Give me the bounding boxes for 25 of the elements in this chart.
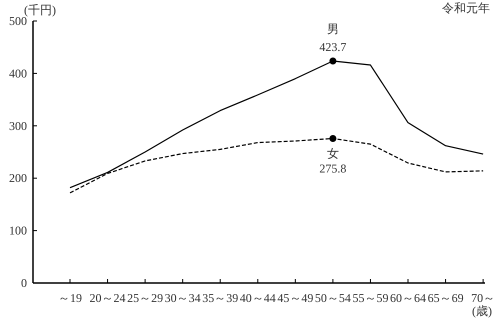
- x-axis-title: (歳): [472, 304, 492, 318]
- y-tick-label: 0: [21, 276, 27, 290]
- y-tick-label: 300: [9, 118, 27, 133]
- x-tick-label: 35～39: [202, 291, 238, 305]
- y-axis-title: (千円): [24, 3, 56, 17]
- data-label: 423.7: [319, 40, 346, 54]
- x-tick-label: 40～44: [240, 291, 276, 305]
- y-tick-label: 500: [9, 14, 27, 28]
- x-tick-label: 50～54: [314, 291, 351, 305]
- x-tick-label: ～19: [58, 291, 82, 305]
- x-tick-label: 25～29: [127, 291, 164, 305]
- x-tick-label: 60～64: [390, 291, 426, 305]
- y-tick-label: 400: [9, 66, 27, 80]
- text: 令和元年: [442, 1, 490, 15]
- x-tick-label: 20～24: [90, 291, 126, 305]
- y-tick-label: 100: [9, 224, 27, 238]
- x-tick-label: 30～34: [164, 291, 201, 305]
- data-label: 275.8: [319, 161, 346, 176]
- x-tick-label: 45～49: [277, 291, 314, 305]
- x-tick-label: 65～69: [428, 291, 464, 305]
- x-tick-label: 55～59: [352, 291, 388, 305]
- y-tick-label: 200: [9, 171, 27, 186]
- x-tick-label: 70～: [471, 291, 496, 305]
- series-label: 女: [326, 146, 339, 160]
- series-label: 男: [326, 22, 339, 36]
